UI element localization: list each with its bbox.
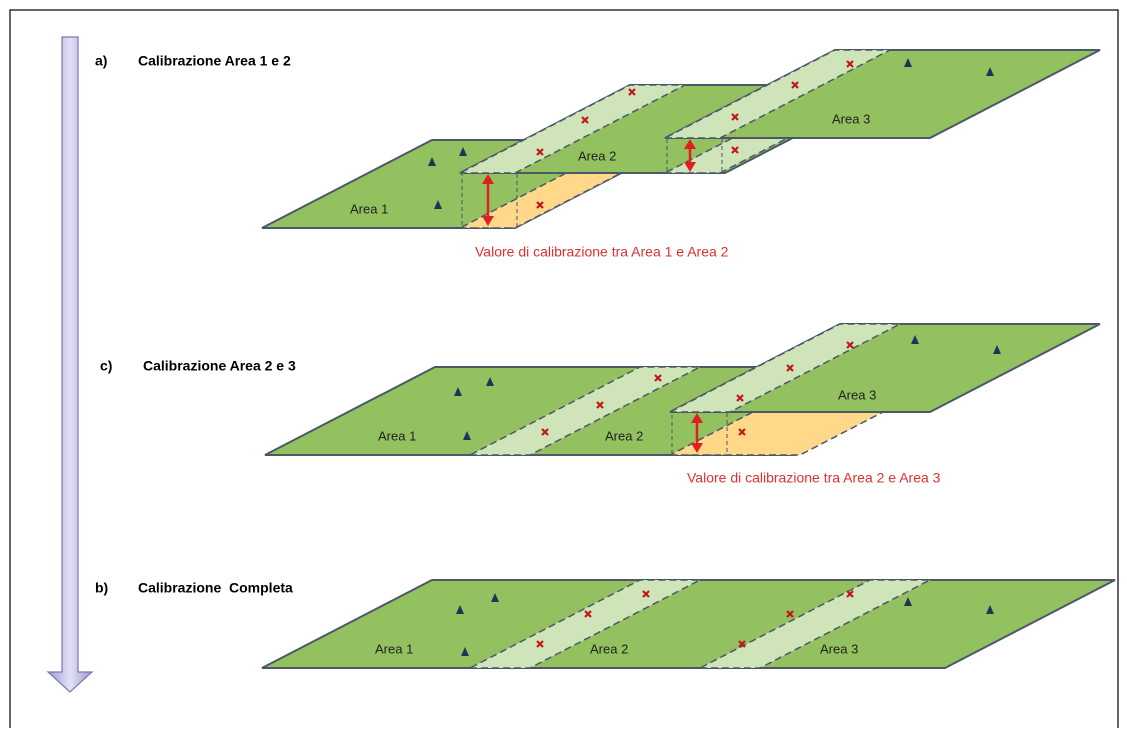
tie-point bbox=[584, 610, 592, 618]
control-point bbox=[993, 345, 1001, 354]
tie-point bbox=[786, 610, 794, 618]
tie-point bbox=[596, 401, 604, 409]
area-label: Area 2 bbox=[578, 148, 616, 163]
control-point bbox=[911, 335, 919, 344]
progress-arrow bbox=[46, 36, 94, 693]
control-point bbox=[434, 200, 442, 209]
step-marker: a) bbox=[95, 53, 107, 69]
area-label: Area 3 bbox=[832, 111, 870, 126]
area-label: Area 1 bbox=[378, 428, 416, 443]
arrow-head bbox=[691, 443, 703, 453]
control-point bbox=[456, 605, 464, 614]
arrow-head bbox=[482, 216, 494, 226]
area-label: Area 1 bbox=[350, 201, 388, 216]
tie-point bbox=[654, 374, 662, 382]
tie-point bbox=[536, 640, 544, 648]
tie-point bbox=[791, 81, 799, 89]
area-label: Area 3 bbox=[838, 387, 876, 402]
overlap-strip bbox=[664, 49, 891, 139]
tie-point bbox=[536, 148, 544, 156]
step-title: Calibrazione Area 1 e 2 bbox=[138, 53, 291, 69]
control-point bbox=[428, 157, 436, 166]
tie-point bbox=[736, 394, 744, 402]
area-label: Area 2 bbox=[590, 641, 628, 656]
control-point bbox=[463, 431, 471, 440]
tie-point bbox=[846, 590, 854, 598]
labels: Area 1 Area 2 Area 3 Valore di calibrazi… bbox=[350, 111, 941, 656]
step-box bbox=[461, 172, 518, 229]
area-label: Area 3 bbox=[820, 641, 858, 656]
arrow-head bbox=[482, 174, 494, 184]
tie-point bbox=[846, 60, 854, 68]
tie-point bbox=[642, 590, 650, 598]
control-point bbox=[904, 58, 912, 67]
arrow-head bbox=[691, 413, 703, 423]
arrow-head bbox=[684, 139, 696, 149]
arrow-head bbox=[684, 162, 696, 172]
step-box bbox=[666, 137, 723, 174]
overlap-strip bbox=[669, 323, 901, 413]
overlap-strip bbox=[459, 84, 686, 174]
overlap-strip bbox=[699, 579, 931, 669]
step-title: Calibrazione Completa bbox=[138, 580, 293, 596]
control-point bbox=[904, 597, 912, 606]
tie-point bbox=[541, 428, 549, 436]
control-point bbox=[986, 67, 994, 76]
control-point bbox=[459, 147, 467, 156]
control-point bbox=[486, 377, 494, 386]
calibration-note: Valore di calibrazione tra Area 2 e Area… bbox=[687, 470, 941, 486]
tie-point bbox=[536, 201, 544, 209]
tie-point bbox=[846, 341, 854, 349]
step-marker: b) bbox=[95, 580, 108, 596]
tie-point bbox=[786, 364, 794, 372]
tie-point bbox=[628, 88, 636, 96]
control-point bbox=[454, 387, 462, 396]
plates bbox=[261, 49, 1116, 669]
control-point bbox=[461, 647, 469, 656]
overlap-strip bbox=[469, 366, 701, 456]
tie-point bbox=[581, 116, 589, 124]
step-marker: c) bbox=[100, 358, 112, 374]
frame bbox=[9, 9, 1119, 728]
control-point bbox=[986, 605, 994, 614]
step-title: Calibrazione Area 2 e 3 bbox=[143, 358, 296, 374]
calibration-note: Valore di calibrazione tra Area 1 e Area… bbox=[475, 244, 729, 260]
tie-point bbox=[738, 428, 746, 436]
tie-point bbox=[731, 146, 739, 154]
tie-point bbox=[731, 113, 739, 121]
tie-point bbox=[738, 640, 746, 648]
area-label: Area 2 bbox=[605, 428, 643, 443]
area-label: Area 1 bbox=[375, 641, 413, 656]
overlap-strip bbox=[469, 579, 701, 669]
control-point bbox=[491, 593, 499, 602]
